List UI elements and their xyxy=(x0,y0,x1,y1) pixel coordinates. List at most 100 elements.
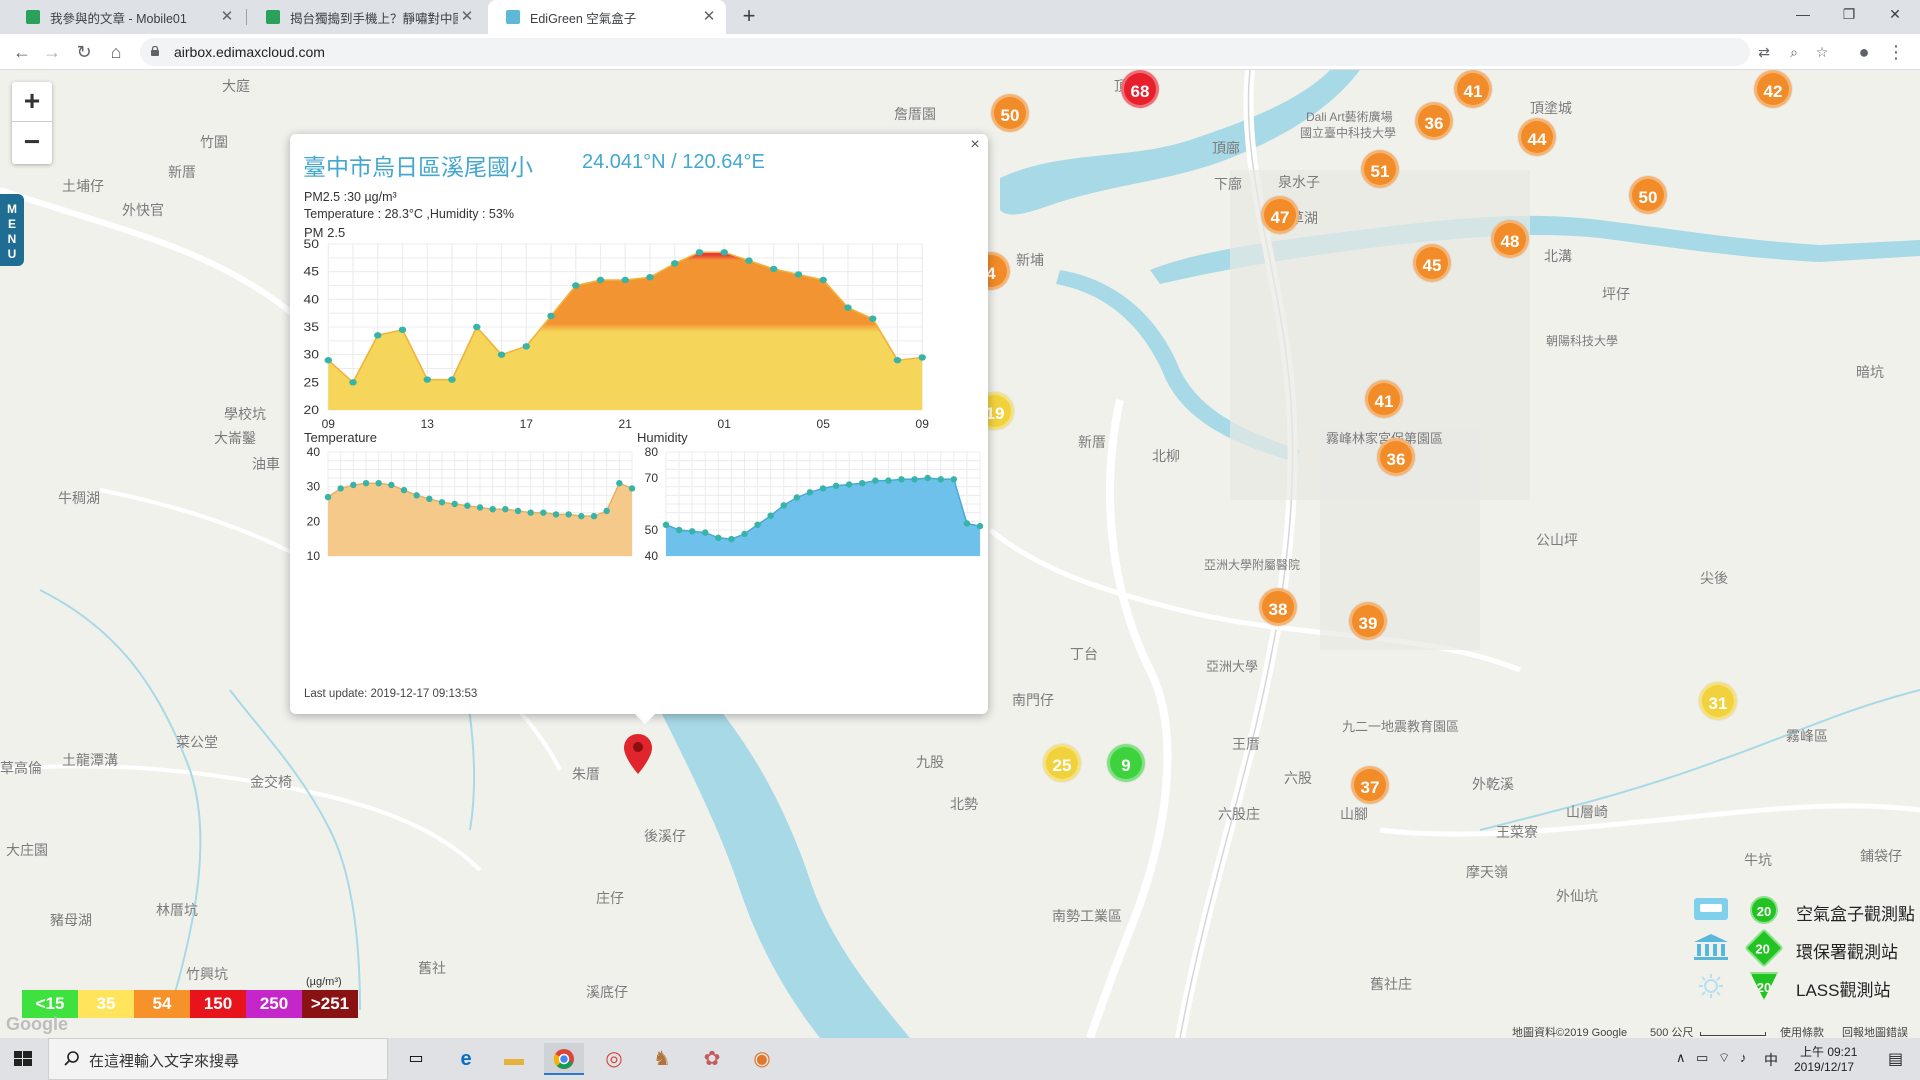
task-view-icon[interactable]: ▭ xyxy=(408,1050,424,1067)
aqi-marker[interactable]: 9 xyxy=(1107,744,1145,782)
data-point xyxy=(464,502,471,509)
map[interactable]: 大庭 竹圍 新厝 土埔仔 外快官 學校坑 大崙鑿 油車 牛稠湖 菜公堂 土龍潭溝… xyxy=(0,70,1920,1038)
map-label: 北勢 xyxy=(950,796,978,812)
url-text: airbox.edimaxcloud.com xyxy=(174,44,325,60)
data-point xyxy=(426,495,433,502)
notification-icon[interactable]: ▤ xyxy=(1888,1051,1904,1068)
map-label: 北溝 xyxy=(1544,248,1572,264)
legend-airbox[interactable]: 20 空氣盒子觀測點 xyxy=(1690,892,1920,928)
aqi-marker[interactable]: 50 xyxy=(1629,176,1667,214)
tab-close-icon[interactable]: ✕ xyxy=(220,8,234,25)
back-icon[interactable]: ← xyxy=(13,42,31,62)
aqi-marker[interactable]: 37 xyxy=(1351,766,1389,804)
aqi-marker[interactable]: 50 xyxy=(991,94,1029,132)
aqi-marker[interactable]: 36 xyxy=(1415,102,1453,140)
map-label: 公山坪 xyxy=(1536,532,1578,548)
wifi-icon[interactable]: ⌔ xyxy=(1718,1050,1731,1065)
popup-close-button[interactable]: × xyxy=(970,136,980,153)
map-label: 山層崎 xyxy=(1566,804,1608,820)
file-explorer-icon[interactable]: ▬ xyxy=(504,1048,524,1070)
home-icon[interactable]: ⌂ xyxy=(110,42,122,62)
aqi-marker[interactable]: 47 xyxy=(1261,196,1299,234)
profile-icon[interactable]: ● xyxy=(1858,42,1870,62)
menu-button[interactable]: MENU xyxy=(0,194,24,266)
report-map-error-link[interactable]: 回報地圖錯誤 xyxy=(1842,1027,1908,1038)
ime-indicator[interactable]: 中 xyxy=(1764,1052,1778,1068)
clock-date[interactable]: 2019/12/17 xyxy=(1794,1060,1855,1074)
reload-icon[interactable]: ↻ xyxy=(76,42,92,62)
aqi-marker[interactable]: 41 xyxy=(1365,380,1403,418)
aqi-marker[interactable]: 42 xyxy=(1754,70,1792,108)
map-label: 後溪仔 xyxy=(644,828,686,844)
data-point xyxy=(770,265,778,273)
station-legend: 20 空氣盒子觀測點 20 環保署觀測站 20 LASS觀測站 xyxy=(1690,892,1920,1022)
data-point xyxy=(388,481,395,489)
zoom-control: + − xyxy=(12,82,52,164)
tab-close-icon[interactable]: ✕ xyxy=(460,8,474,25)
network-icon[interactable]: ▭ xyxy=(1696,1050,1709,1065)
data-point xyxy=(540,509,547,516)
y-tick-label: 80 xyxy=(645,445,659,459)
x-tick-label: 01 xyxy=(718,417,732,431)
aqi-marker[interactable]: 45 xyxy=(1413,244,1451,282)
zoom-out-button[interactable]: − xyxy=(23,126,41,157)
data-point xyxy=(552,511,560,518)
tab-edigreen[interactable]: EdiGreen 空氣盒子 ✕ xyxy=(488,0,726,34)
pm-chart-body: 20 25 30 35 40 45 50 xyxy=(304,237,926,417)
app-icon[interactable]: ◎ xyxy=(605,1048,623,1070)
data-point xyxy=(451,500,458,508)
tray-chevron-icon[interactable]: ∧ xyxy=(1676,1050,1686,1065)
taskbar: 在這裡輸入文字來搜尋 ▭ e ▬ ◎ ♞ ✿ ◉ ∧ ▭ ⌔ ♪ 中 上午 09… xyxy=(0,1038,1920,1080)
system-tray: ∧ ▭ ⌔ ♪ 中 上午 09:21 2019/12/17 ▤ xyxy=(1676,1038,1920,1080)
app-icon[interactable]: ◉ xyxy=(753,1048,771,1070)
chrome-icon[interactable] xyxy=(544,1043,584,1075)
bookmark-star-icon[interactable]: ☆ xyxy=(1815,44,1829,60)
map-label: 牛坑 xyxy=(1744,852,1772,868)
zoom-in-button[interactable]: + xyxy=(12,82,52,122)
data-point xyxy=(911,476,918,483)
map-label: 大庄園 xyxy=(6,842,48,858)
volume-icon[interactable]: ♪ xyxy=(1740,1050,1747,1065)
aqi-marker[interactable]: 51 xyxy=(1361,150,1399,188)
app-icon[interactable]: ♞ xyxy=(653,1048,671,1070)
data-point xyxy=(578,512,585,520)
address-bar[interactable]: airbox.edimaxcloud.com ⇄ ⌕ ☆ xyxy=(140,38,1828,66)
aqi-marker[interactable]: 68 xyxy=(1121,70,1159,108)
legend-epa[interactable]: 20 環保署觀測站 xyxy=(1690,928,1920,968)
aqi-marker[interactable]: 38 xyxy=(1259,588,1297,626)
tab-close-icon[interactable]: ✕ xyxy=(702,8,716,25)
window-close-icon[interactable]: ✕ xyxy=(1889,6,1901,22)
edge-icon[interactable]: e xyxy=(460,1048,472,1070)
legend-lass[interactable]: 20 LASS觀測站 xyxy=(1690,968,1920,1004)
more-menu-icon[interactable]: ⋮ xyxy=(1887,42,1905,62)
tab-mobile01-articles[interactable]: 我參與的文章 - Mobile01 ✕ xyxy=(8,0,244,34)
data-point xyxy=(702,529,709,536)
map-label: 亞洲大學附屬醫院 xyxy=(1204,558,1301,572)
aqi-marker[interactable]: 48 xyxy=(1491,220,1529,258)
aqi-marker[interactable]: 31 xyxy=(1699,682,1737,720)
map-label: 下廍 xyxy=(1214,176,1242,192)
restore-icon[interactable]: ❐ xyxy=(1842,6,1856,22)
location-pin-icon[interactable] xyxy=(624,734,652,774)
zoom-icon[interactable]: ⌕ xyxy=(1790,44,1798,60)
data-point xyxy=(728,535,735,543)
tab-title: EdiGreen 空氣盒子 xyxy=(530,11,637,26)
y-tick-label: 20 xyxy=(304,403,319,417)
translate-icon[interactable]: ⇄ xyxy=(1758,44,1770,60)
aqi-marker[interactable]: 41 xyxy=(1454,70,1492,108)
app-icon[interactable]: ✿ xyxy=(703,1048,721,1070)
taskbar-search[interactable]: 在這裡輸入文字來搜尋 xyxy=(48,1038,388,1080)
aqi-marker[interactable]: 44 xyxy=(1518,118,1556,156)
aqi-marker[interactable]: 36 xyxy=(1377,438,1415,476)
forward-icon[interactable]: → xyxy=(43,42,61,62)
minimize-icon[interactable]: — xyxy=(1796,6,1810,22)
tab-mobile01-news[interactable]: 揭台獨搗到手機上？靜嘯對中國… ✕ xyxy=(248,0,484,34)
data-point xyxy=(527,509,534,516)
windows-start-icon[interactable] xyxy=(0,1038,46,1080)
terms-link[interactable]: 使用條款 xyxy=(1780,1027,1824,1038)
aqi-marker[interactable]: 39 xyxy=(1349,602,1387,640)
station-name: 臺中市烏日區溪尾國小 xyxy=(303,154,533,180)
aqi-marker[interactable]: 25 xyxy=(1043,744,1081,782)
clock-time[interactable]: 上午 09:21 xyxy=(1800,1045,1858,1059)
new-tab-button[interactable]: + xyxy=(742,3,756,28)
